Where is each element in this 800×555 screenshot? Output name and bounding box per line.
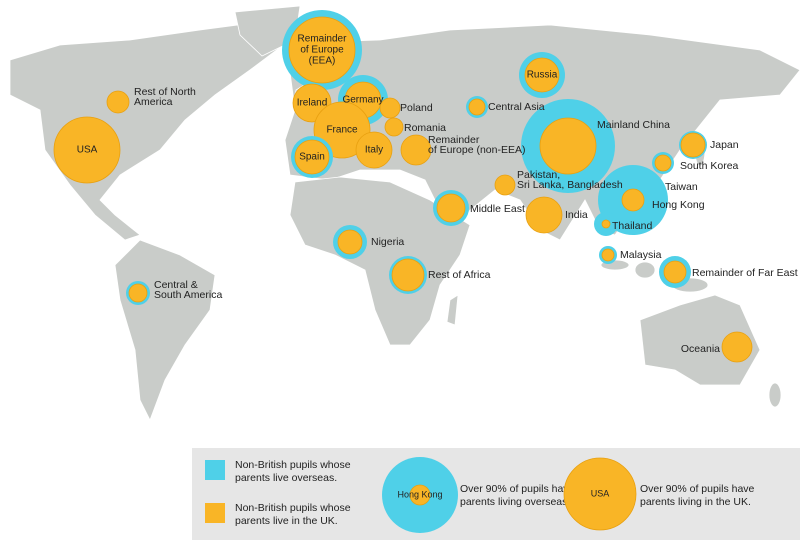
region-label: Germany	[342, 95, 383, 106]
uk-bubble	[601, 248, 615, 262]
region-label: Rest of Africa	[428, 269, 491, 281]
region-label: Middle East	[470, 203, 525, 215]
region-label: Romania	[404, 122, 446, 134]
uk-bubble	[337, 229, 363, 255]
region-label: Pakistan,	[517, 169, 560, 181]
uk-bubble	[128, 283, 148, 303]
legend-text: parents live in the UK.	[235, 515, 338, 527]
region-label: Russia	[527, 70, 558, 81]
landmass	[9, 5, 800, 421]
region-label: Spain	[299, 152, 325, 163]
region-label: Thailand	[612, 220, 652, 232]
uk-bubble	[654, 154, 672, 172]
uk-bubble	[294, 139, 330, 175]
region-label: Central Asia	[488, 101, 545, 113]
region-label: India	[565, 209, 588, 221]
uk-bubble	[680, 132, 706, 158]
region-label: Oceania	[681, 343, 720, 355]
region-label: Japan	[710, 139, 739, 151]
region-label: Remainder	[428, 134, 480, 146]
region-label: France	[326, 125, 358, 136]
legend-swatch	[205, 460, 225, 480]
uk-bubble	[391, 258, 425, 292]
region-label: America	[134, 96, 173, 108]
region-label: USA	[77, 145, 98, 156]
uk-bubble	[379, 97, 401, 119]
region-label: Central &	[154, 279, 198, 291]
uk-bubble	[601, 219, 611, 229]
uk-bubble	[288, 16, 356, 84]
region-label: Nigeria	[371, 236, 404, 248]
uk-bubble	[106, 90, 130, 114]
legend-bubble-label: Hong Kong	[397, 489, 442, 499]
uk-bubble	[621, 188, 645, 212]
uk-bubble	[721, 331, 753, 363]
region-label: Taiwan	[665, 181, 698, 193]
legend-swatch	[205, 503, 225, 523]
legend-text: Non-British pupils whose	[235, 459, 351, 471]
region-label: Sri Lanka, Bangladesh	[517, 179, 623, 191]
region-label: Ireland	[297, 98, 328, 109]
uk-bubble	[494, 174, 516, 196]
legend-text: Over 90% of pupils have	[640, 483, 755, 495]
legend-text: parents living overseas.	[460, 496, 570, 508]
uk-bubble	[524, 57, 560, 93]
uk-bubble	[539, 117, 597, 175]
uk-bubble	[355, 131, 393, 169]
legend-text: Non-British pupils whose	[235, 502, 351, 514]
uk-bubble	[400, 134, 432, 166]
uk-bubble	[525, 196, 563, 234]
legend: Non-British pupils whose parents live ov…	[192, 448, 800, 540]
region-label: South America	[154, 289, 222, 301]
region-label: (EEA)	[309, 56, 336, 67]
region-label: South Korea	[680, 160, 739, 172]
legend-box	[192, 448, 800, 540]
region-label: Remainder of Far East	[692, 267, 798, 279]
uk-bubble	[384, 117, 404, 137]
uk-bubble	[468, 98, 486, 116]
legend-text: parents live overseas.	[235, 472, 337, 484]
region-label: Poland	[400, 102, 433, 114]
region-label: Remainder	[298, 34, 348, 45]
legend-bubble-label: USA	[591, 488, 610, 498]
region-label: Mainland China	[597, 119, 670, 131]
region-label: of Europe	[300, 45, 344, 56]
region-label: of Europe (non-EEA)	[428, 144, 525, 156]
uk-bubble	[436, 193, 466, 223]
legend-bubble	[563, 457, 637, 531]
region-label: Malaysia	[620, 249, 662, 261]
legend-text: parents living in the UK.	[640, 496, 751, 508]
legend-text: Over 90% of pupils have	[460, 483, 575, 495]
legend-bubble	[409, 484, 431, 506]
uk-bubble	[53, 116, 121, 184]
region-label: Rest of North	[134, 86, 196, 98]
uk-bubble	[663, 260, 687, 284]
region-label: Hong Kong	[652, 199, 705, 211]
region-label: Italy	[365, 145, 383, 156]
